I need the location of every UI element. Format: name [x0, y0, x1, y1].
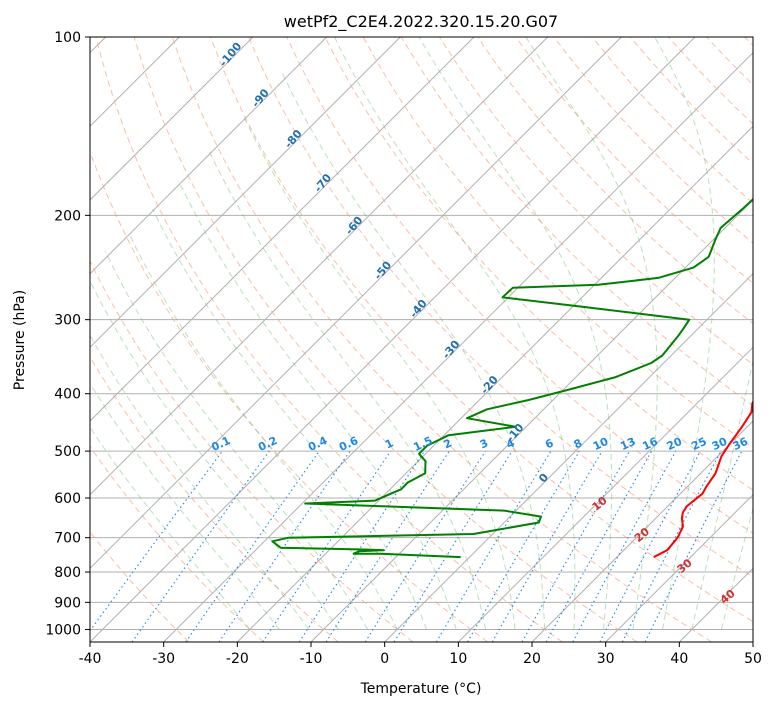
- dewpoint-profile-line: [271, 197, 753, 559]
- moist-adiabat: [104, 251, 369, 630]
- moist-adiabat: [152, 208, 428, 630]
- mixing-ratio-line: [599, 450, 701, 642]
- x-tick-label: -10: [300, 651, 323, 667]
- moist-adiabat: [90, 334, 310, 630]
- x-tick-label: 10: [449, 651, 467, 667]
- y-axis-ticks: 100 200 300 400 500 600 700 800 900 1000: [45, 30, 90, 638]
- isotherm-line: [90, 37, 696, 642]
- moist-adiabat-lines: [90, 37, 753, 630]
- dry-adiabat: [286, 37, 753, 534]
- moist-adiabat: [90, 279, 339, 630]
- mixing-ratio-line: [298, 450, 425, 642]
- x-tick-label: 50: [744, 651, 762, 667]
- y-tick-label: 1000: [45, 622, 81, 638]
- moist-adiabat: [418, 37, 613, 630]
- isotherm-line: [163, 51, 753, 642]
- mixing-ratio-label: 10: [591, 435, 611, 453]
- plot-area: 0.1 0.2 0.4 0.6 1 1.5 2 3 4 6 8 10 13 16 20 25 30 36 -100…: [90, 37, 753, 642]
- isotherm-line: [457, 346, 753, 642]
- dry-adiabat: [90, 259, 414, 642]
- plot-frame: [89, 36, 754, 643]
- moist-adiabat: [128, 233, 398, 630]
- mixing-ratio-label: 30: [710, 435, 730, 453]
- temperature-profile-line: [653, 399, 753, 558]
- isotherm-line: [90, 37, 328, 275]
- mixing-ratio-line: [572, 450, 677, 642]
- isotherm-line: [90, 37, 622, 570]
- x-axis-ticks: -40 -30 -20 -10 0 10 20 30 40 50: [79, 642, 762, 667]
- moist-adiabat: [525, 37, 658, 630]
- isobar-grid: [90, 37, 753, 630]
- moist-adiabat: [691, 358, 753, 630]
- moist-adiabat: [654, 37, 715, 630]
- y-tick-label: 600: [54, 491, 81, 507]
- y-tick-label: 800: [54, 565, 81, 581]
- mixing-ratio-label: 16: [640, 435, 660, 453]
- moist-adiabat: [242, 113, 516, 630]
- isotherm-line: [90, 37, 401, 349]
- dry-adiabat: [171, 37, 712, 642]
- dry-adiabat: [515, 37, 753, 284]
- mixing-ratio-line: [185, 450, 320, 642]
- x-tick-label: -30: [152, 651, 175, 667]
- sounding-profiles: [271, 197, 753, 559]
- y-tick-label: 100: [54, 30, 81, 46]
- y-tick-label: 400: [54, 387, 81, 403]
- moist-adiabat: [208, 149, 487, 630]
- isotherm-line: [531, 420, 753, 642]
- chart-title: wetPf2_C2E4.2022.320.15.20.G07: [284, 12, 558, 32]
- x-tick-label: 40: [670, 651, 688, 667]
- isotherm-line: [236, 125, 753, 642]
- isotherm-line: [605, 493, 753, 642]
- skewed-isotherm-grid: [90, 37, 753, 642]
- y-tick-label: 300: [54, 313, 81, 329]
- x-tick-label: -20: [226, 651, 249, 667]
- dry-adiabat: [133, 37, 638, 642]
- y-tick-label: 700: [54, 531, 81, 547]
- isotherm-line: [90, 37, 475, 422]
- mixing-ratio-line: [393, 450, 513, 642]
- dry-adiabat: [95, 37, 563, 642]
- mixing-ratio-lines: [90, 450, 743, 642]
- mixing-ratio-label: 36: [731, 435, 751, 453]
- isotherm-line: [90, 37, 254, 201]
- moist-adiabat: [90, 426, 251, 630]
- moist-adiabat: [90, 382, 280, 630]
- mixing-ratio-line: [467, 450, 580, 642]
- dry-adiabat: [210, 37, 753, 623]
- y-axis-title: Pressure (hPa): [12, 290, 28, 390]
- isotherm-line: [384, 272, 753, 642]
- isotherm-line: [90, 37, 549, 496]
- x-tick-label: 20: [523, 651, 541, 667]
- mixing-ratio-line: [262, 450, 392, 642]
- x-tick-label: -40: [79, 651, 102, 667]
- dry-adiabat: [324, 37, 753, 491]
- mixing-ratio-line: [364, 450, 486, 642]
- x-tick-label: 30: [597, 651, 615, 667]
- moist-adiabat: [720, 506, 753, 630]
- y-tick-label: 200: [54, 208, 81, 224]
- y-tick-label: 500: [54, 444, 81, 460]
- mixing-ratio-label: 20: [665, 435, 685, 453]
- mixing-ratio-line: [435, 450, 552, 642]
- moist-adiabat: [281, 72, 546, 630]
- mixing-ratio-labels: 0.1 0.2 0.4 0.6 1 1.5 2 3 4 6 8 10 13 16 20 25 30 36: [209, 434, 750, 454]
- dry-adiabat: [90, 445, 264, 642]
- y-tick-label: 900: [54, 595, 81, 611]
- mixing-ratio-line: [218, 450, 351, 642]
- moist-adiabat: [334, 37, 576, 630]
- x-axis-title: Temperature (°C): [360, 681, 482, 697]
- mixing-ratio-line: [325, 450, 450, 642]
- mixing-ratio-label: 13: [618, 435, 637, 453]
- mixing-ratio-label: 25: [689, 435, 708, 453]
- x-tick-label: 0: [380, 651, 389, 667]
- dry-adiabat: [248, 37, 753, 578]
